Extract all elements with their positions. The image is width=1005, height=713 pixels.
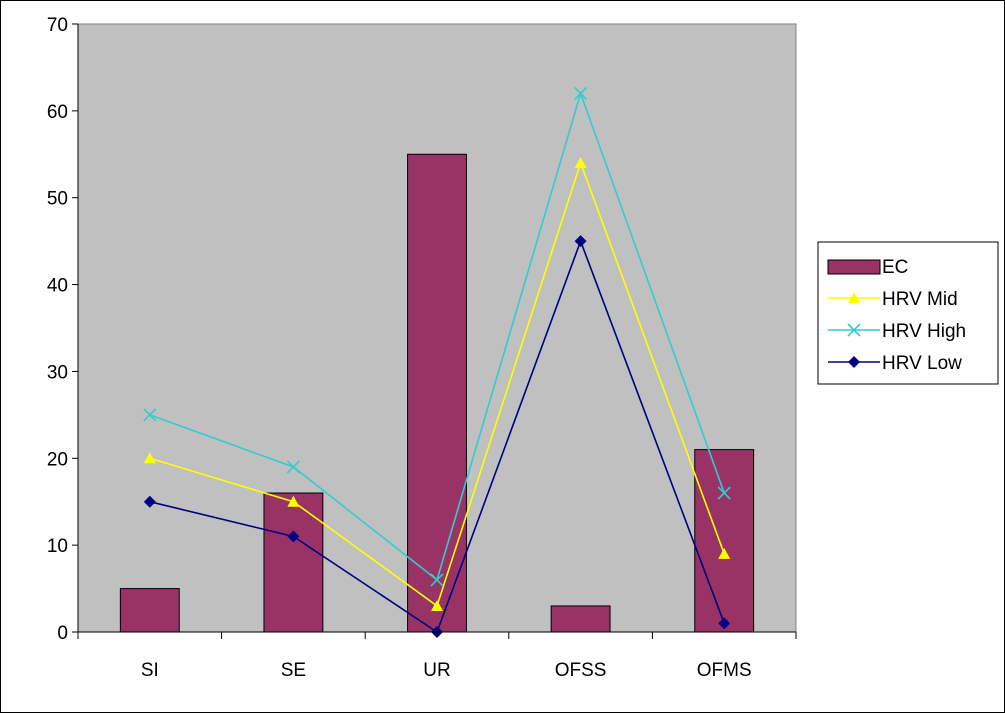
legend: EC HRV Mid HRV High HRV Low — [817, 241, 999, 385]
legend-label: HRV Mid — [882, 289, 958, 310]
point-hrv-low-se — [287, 530, 300, 543]
point-hrv-mid-ofms — [718, 547, 731, 559]
point-hrv-high-ofss — [574, 86, 588, 101]
point-hrv-high-ur — [430, 573, 444, 587]
y-tick-label: 10 — [47, 536, 68, 557]
point-hrv-mid-ofss — [574, 156, 587, 168]
bar-ec-ofss — [550, 605, 611, 633]
legend-item-ec: EC — [827, 257, 908, 278]
x-tick-label: OFSS — [555, 660, 607, 681]
point-hrv-mid-si — [143, 452, 156, 464]
axes-layer — [77, 24, 796, 633]
point-hrv-high-si — [143, 408, 157, 422]
legend-label: EC — [882, 257, 908, 278]
legend-label: HRV High — [882, 321, 966, 342]
y-tick-label: 60 — [47, 102, 68, 123]
point-hrv-low-ofss — [574, 235, 587, 248]
x-tick-label: UR — [423, 660, 450, 681]
y-tick-label: 30 — [47, 362, 68, 383]
y-tick-label: 50 — [47, 189, 68, 210]
bar-ec-se — [263, 492, 324, 633]
bar-ec-si — [119, 588, 180, 633]
bar-ec-ur — [407, 153, 467, 633]
legend-item-hrv-mid: HRV Mid — [828, 289, 958, 310]
point-hrv-high-ofms — [717, 486, 731, 500]
legend-marker — [847, 323, 861, 337]
y-tick-label: 70 — [47, 15, 68, 36]
point-hrv-mid-se — [287, 495, 300, 507]
legend-label: HRV Low — [882, 353, 962, 374]
x-tick-label: OFMS — [697, 660, 752, 681]
y-tick-label: 20 — [47, 449, 68, 470]
legend-item-hrv-high: HRV High — [828, 321, 966, 342]
point-hrv-low-si — [143, 495, 156, 508]
legend-marker — [848, 292, 860, 303]
bar-ec-ofms — [694, 449, 755, 633]
y-ticks: 0 10 20 30 40 50 60 70 — [47, 15, 78, 644]
point-hrv-mid-ur — [431, 599, 443, 611]
x-tick-label: SI — [141, 660, 159, 681]
legend-item-hrv-low: HRV Low — [828, 353, 962, 374]
bars-layer — [119, 153, 755, 633]
y-tick-label: 0 — [57, 623, 68, 644]
x-ticks: SI SE UR OFSS OFMS — [77, 632, 797, 681]
x-tick-label: SE — [281, 660, 306, 681]
legend-swatch — [827, 259, 881, 275]
point-hrv-high-se — [286, 460, 300, 474]
point-hrv-low-ofms — [718, 617, 731, 630]
y-tick-label: 40 — [47, 276, 68, 297]
legend-marker — [848, 356, 860, 368]
